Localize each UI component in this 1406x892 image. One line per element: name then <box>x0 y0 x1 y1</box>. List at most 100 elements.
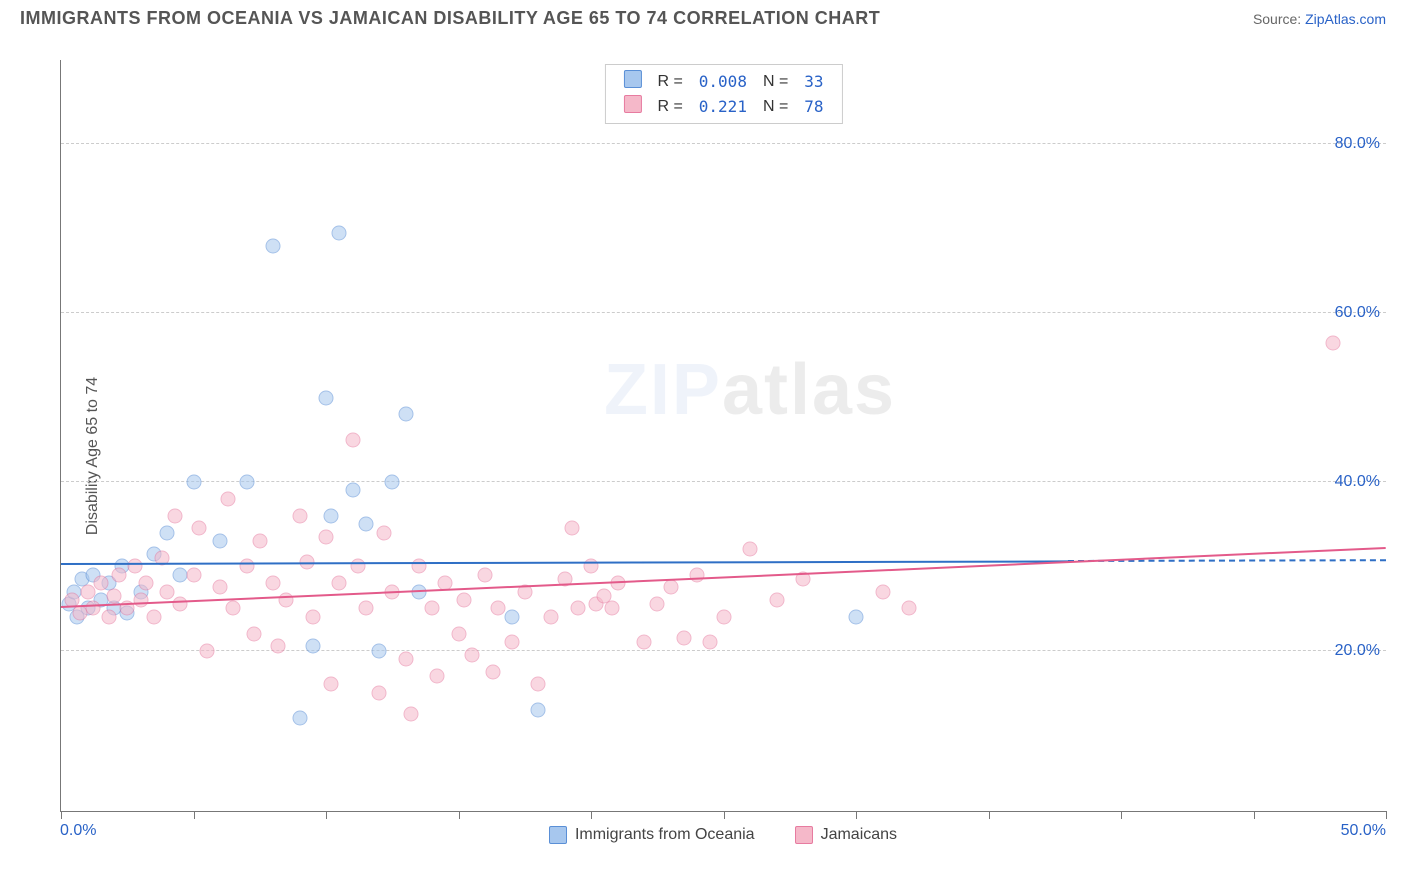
data-point <box>663 580 678 595</box>
correlation-table: R = 0.008 N = 33 R = 0.221 N = 78 <box>615 69 831 119</box>
data-point <box>133 593 148 608</box>
data-point <box>377 525 392 540</box>
x-tick <box>1254 811 1255 819</box>
data-point <box>690 567 705 582</box>
data-point <box>305 609 320 624</box>
data-point <box>425 601 440 616</box>
data-point <box>411 559 426 574</box>
data-point <box>160 584 175 599</box>
gridline <box>61 481 1386 482</box>
n-value-oceania: 33 <box>796 69 831 94</box>
data-point <box>385 474 400 489</box>
source-link[interactable]: ZipAtlas.com <box>1305 11 1386 27</box>
y-tick-label: 60.0% <box>1335 304 1380 322</box>
data-point <box>332 225 347 240</box>
n-label: N = <box>755 94 796 119</box>
data-point <box>220 491 235 506</box>
data-point <box>430 669 445 684</box>
data-point <box>464 647 479 662</box>
gridline <box>61 143 1386 144</box>
data-point <box>544 609 559 624</box>
data-point <box>637 635 652 650</box>
data-point <box>372 643 387 658</box>
data-point <box>478 567 493 582</box>
gridline <box>61 312 1386 313</box>
source-prefix: Source: <box>1253 11 1305 27</box>
data-point <box>398 652 413 667</box>
data-point <box>186 474 201 489</box>
watermark: ZIPatlas <box>604 349 896 431</box>
data-point <box>93 576 108 591</box>
data-point <box>252 533 267 548</box>
data-point <box>107 588 122 603</box>
data-point <box>319 529 334 544</box>
x-tick <box>1386 811 1387 819</box>
data-point <box>372 685 387 700</box>
swatch-oceania-icon <box>549 826 567 844</box>
data-point <box>138 576 153 591</box>
data-point <box>350 559 365 574</box>
data-point <box>491 601 506 616</box>
data-point <box>703 635 718 650</box>
data-point <box>271 639 286 654</box>
data-point <box>80 584 95 599</box>
trend-line <box>61 547 1386 608</box>
data-point <box>849 609 864 624</box>
gridline <box>61 650 1386 651</box>
data-point <box>85 601 100 616</box>
chart-container: Disability Age 65 to 74 ZIPatlas R = 0.0… <box>20 40 1386 872</box>
x-tick <box>61 811 62 819</box>
data-point <box>247 626 262 641</box>
data-point <box>570 601 585 616</box>
data-point <box>403 706 418 721</box>
y-tick-label: 80.0% <box>1335 135 1380 153</box>
watermark-zip: ZIP <box>604 350 722 430</box>
n-value-jamaicans: 78 <box>796 94 831 119</box>
chart-header: IMMIGRANTS FROM OCEANIA VS JAMAICAN DISA… <box>0 0 1406 33</box>
data-point <box>292 508 307 523</box>
y-tick-label: 20.0% <box>1335 642 1380 660</box>
data-point <box>743 542 758 557</box>
data-point <box>605 601 620 616</box>
data-point <box>650 597 665 612</box>
r-value-oceania: 0.008 <box>691 69 755 94</box>
x-tick <box>459 811 460 819</box>
swatch-oceania-icon <box>623 70 641 88</box>
data-point <box>101 609 116 624</box>
data-point <box>239 474 254 489</box>
data-point <box>226 601 241 616</box>
data-point <box>167 508 182 523</box>
data-point <box>324 508 339 523</box>
plot-area: ZIPatlas R = 0.008 N = 33 R = 0.221 N = … <box>60 60 1386 812</box>
x-tick <box>194 811 195 819</box>
data-point <box>565 521 580 536</box>
watermark-atlas: atlas <box>722 350 896 430</box>
data-point <box>266 238 281 253</box>
data-point <box>112 567 127 582</box>
r-value-jamaicans: 0.221 <box>691 94 755 119</box>
data-point <box>266 576 281 591</box>
correlation-legend: R = 0.008 N = 33 R = 0.221 N = 78 <box>604 64 842 124</box>
r-label: R = <box>649 69 690 94</box>
legend-label-oceania: Immigrants from Oceania <box>575 826 755 844</box>
data-point <box>332 576 347 591</box>
data-point <box>292 711 307 726</box>
data-point <box>358 601 373 616</box>
data-point <box>485 664 500 679</box>
data-point <box>345 432 360 447</box>
data-point <box>504 635 519 650</box>
n-label: N = <box>755 69 796 94</box>
data-point <box>875 584 890 599</box>
data-point <box>324 677 339 692</box>
data-point <box>319 390 334 405</box>
data-point <box>191 521 206 536</box>
data-point <box>398 407 413 422</box>
data-point <box>160 525 175 540</box>
data-point <box>358 517 373 532</box>
x-tick <box>1121 811 1122 819</box>
correlation-row-jamaicans: R = 0.221 N = 78 <box>615 94 831 119</box>
data-point <box>716 609 731 624</box>
x-tick <box>326 811 327 819</box>
data-point <box>213 580 228 595</box>
r-label: R = <box>649 94 690 119</box>
